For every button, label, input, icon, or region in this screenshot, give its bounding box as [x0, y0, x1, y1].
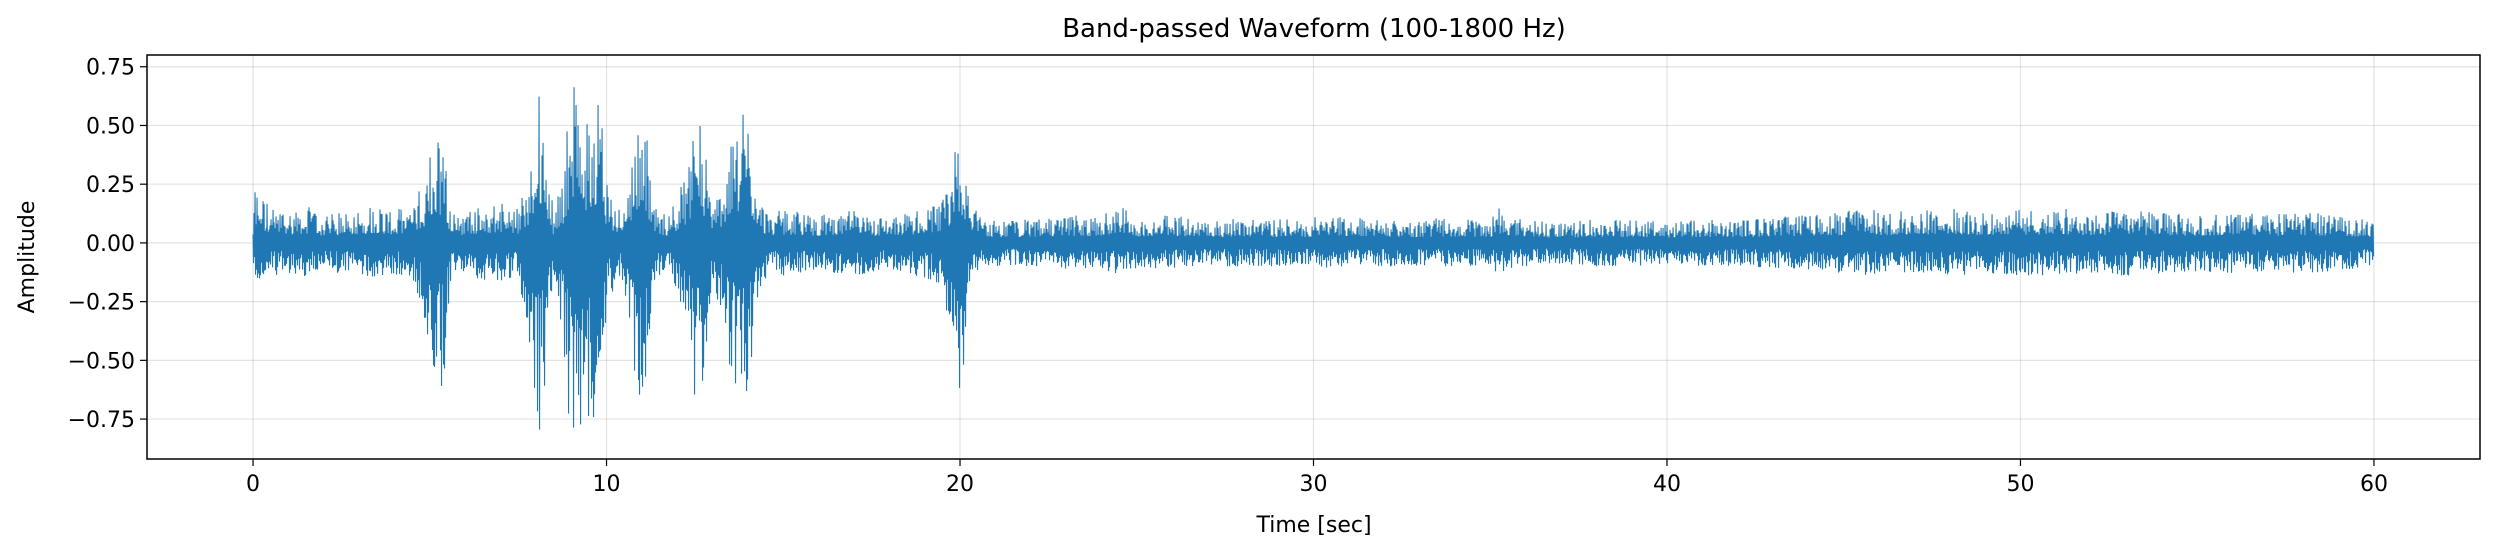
x-tick-label: 50 — [2006, 472, 2034, 497]
plot-area — [252, 87, 2375, 430]
chart-title: Band-passed Waveform (100-1800 Hz) — [1062, 14, 1566, 44]
y-tick-label: 0.25 — [86, 173, 135, 198]
y-axis: 0.75 0.50 0.25 0.00 −0.25 −0.50 −0.75 — [68, 56, 147, 433]
x-tick-label: 0 — [246, 472, 260, 497]
x-axis: 0 10 20 30 40 50 60 — [246, 459, 2388, 497]
y-tick-label: 0.50 — [86, 114, 135, 139]
series-waveform — [252, 87, 2375, 430]
y-tick-label: −0.50 — [68, 349, 135, 374]
x-tick-label: 60 — [2360, 472, 2388, 497]
y-tick-label: −0.25 — [68, 291, 135, 316]
x-tick-label: 10 — [593, 472, 621, 497]
waveform-line — [252, 87, 2375, 430]
x-tick-label: 20 — [946, 472, 974, 497]
y-tick-label: −0.75 — [68, 408, 135, 433]
y-axis-label: Amplitude — [15, 201, 40, 314]
y-tick-label: 0.75 — [86, 56, 135, 81]
x-tick-label: 30 — [1300, 472, 1328, 497]
x-axis-label: Time [sec] — [1255, 513, 1371, 538]
y-tick-label: 0.00 — [86, 232, 135, 257]
x-tick-label: 40 — [1653, 472, 1681, 497]
